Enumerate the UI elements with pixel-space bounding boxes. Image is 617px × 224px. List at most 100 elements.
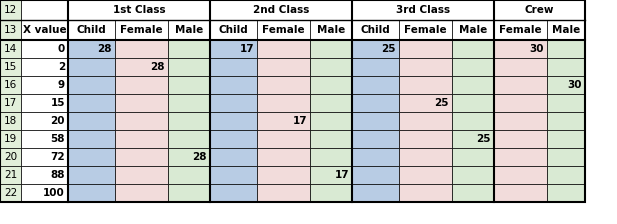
Text: 17: 17: [292, 116, 307, 126]
Bar: [210, 184, 257, 202]
Bar: [310, 148, 352, 166]
Bar: [21, 20, 68, 40]
Bar: [210, 130, 257, 148]
Bar: [352, 130, 399, 148]
Bar: [0, 148, 21, 166]
Text: 20: 20: [51, 116, 65, 126]
Text: Child: Child: [360, 25, 391, 35]
Bar: [494, 40, 547, 58]
Bar: [494, 20, 547, 40]
Bar: [21, 94, 68, 112]
Text: 9: 9: [58, 80, 65, 90]
Text: 1st Class: 1st Class: [113, 5, 165, 15]
Bar: [21, 130, 68, 148]
Bar: [399, 184, 452, 202]
Text: 72: 72: [51, 152, 65, 162]
Bar: [257, 94, 310, 112]
Bar: [115, 0, 168, 20]
Text: 58: 58: [51, 134, 65, 144]
Bar: [352, 184, 399, 202]
Bar: [310, 76, 352, 94]
Bar: [494, 130, 547, 148]
Text: 88: 88: [51, 170, 65, 180]
Bar: [494, 76, 547, 94]
Text: 17: 17: [334, 170, 349, 180]
Bar: [115, 58, 168, 76]
Bar: [68, 0, 115, 20]
Text: 2: 2: [58, 62, 65, 72]
Bar: [452, 76, 494, 94]
Bar: [68, 76, 115, 94]
Bar: [547, 112, 585, 130]
Bar: [547, 148, 585, 166]
Bar: [21, 112, 68, 130]
Bar: [0, 184, 21, 202]
Bar: [257, 184, 310, 202]
Bar: [210, 76, 257, 94]
Bar: [115, 40, 168, 58]
Bar: [310, 58, 352, 76]
Bar: [352, 94, 399, 112]
Text: Female: Female: [262, 25, 305, 35]
Bar: [0, 40, 21, 58]
Bar: [115, 166, 168, 184]
Text: Crew: Crew: [524, 5, 554, 15]
Text: 28: 28: [193, 152, 207, 162]
Bar: [399, 130, 452, 148]
Bar: [310, 94, 352, 112]
Bar: [257, 0, 310, 20]
Text: 0: 0: [58, 44, 65, 54]
Bar: [210, 58, 257, 76]
Bar: [547, 94, 585, 112]
Bar: [494, 148, 547, 166]
Bar: [0, 94, 21, 112]
Bar: [452, 130, 494, 148]
Bar: [399, 94, 452, 112]
Bar: [21, 148, 68, 166]
Bar: [452, 112, 494, 130]
Bar: [68, 112, 115, 130]
Bar: [399, 112, 452, 130]
Bar: [168, 76, 210, 94]
Bar: [399, 58, 452, 76]
Bar: [257, 148, 310, 166]
Bar: [68, 166, 115, 184]
Text: 21: 21: [4, 170, 17, 180]
Bar: [310, 20, 352, 40]
Bar: [0, 20, 21, 40]
Bar: [352, 166, 399, 184]
Text: 15: 15: [51, 98, 65, 108]
Bar: [310, 0, 352, 20]
Bar: [68, 20, 115, 40]
Bar: [494, 94, 547, 112]
Bar: [547, 184, 585, 202]
Bar: [352, 76, 399, 94]
Bar: [352, 0, 399, 20]
Bar: [68, 184, 115, 202]
Bar: [68, 0, 210, 20]
Text: Male: Male: [552, 25, 580, 35]
Bar: [115, 148, 168, 166]
Bar: [68, 148, 115, 166]
Bar: [257, 40, 310, 58]
Text: 25: 25: [476, 134, 491, 144]
Text: Female: Female: [404, 25, 447, 35]
Bar: [452, 166, 494, 184]
Bar: [352, 148, 399, 166]
Bar: [168, 20, 210, 40]
Text: 16: 16: [4, 80, 17, 90]
Text: 14: 14: [4, 44, 17, 54]
Text: Male: Male: [175, 25, 203, 35]
Bar: [0, 112, 21, 130]
Text: Female: Female: [499, 25, 542, 35]
Bar: [399, 20, 452, 40]
Bar: [210, 166, 257, 184]
Bar: [115, 112, 168, 130]
Bar: [399, 40, 452, 58]
Text: 15: 15: [4, 62, 17, 72]
Text: 30: 30: [529, 44, 544, 54]
Bar: [547, 166, 585, 184]
Bar: [168, 58, 210, 76]
Bar: [0, 76, 21, 94]
Bar: [168, 94, 210, 112]
